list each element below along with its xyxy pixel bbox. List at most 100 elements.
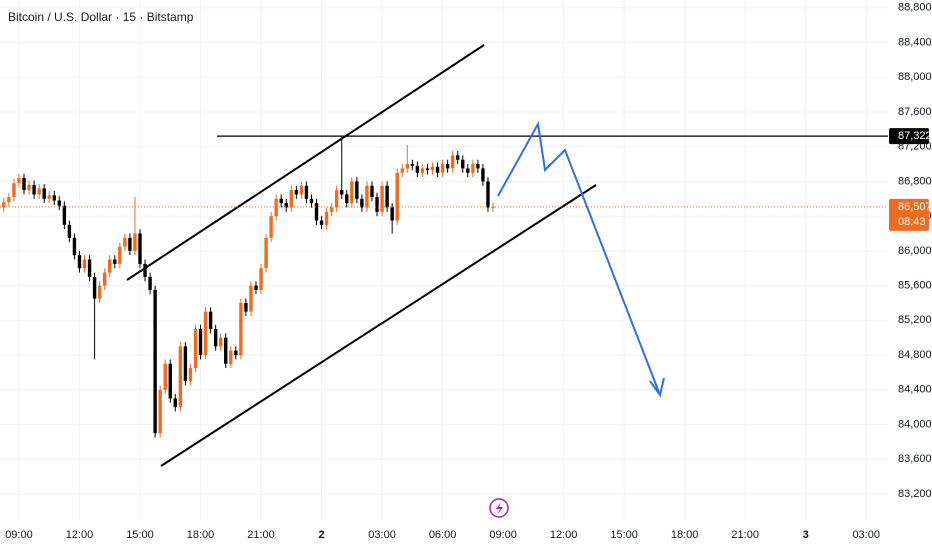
x-tick-label: 06:00: [429, 529, 457, 541]
candle-body: [52, 195, 56, 201]
candle-body: [92, 276, 97, 299]
candle-body: [143, 263, 147, 277]
candle-body: [27, 184, 31, 191]
candle-body: [390, 207, 394, 221]
candle-body: [491, 206, 495, 208]
candle-body: [213, 329, 218, 347]
candle-body: [345, 194, 349, 204]
candle-body: [37, 188, 41, 195]
candle-body: [113, 259, 117, 264]
candle-body: [450, 155, 455, 169]
candle-body: [385, 185, 389, 208]
candle-body: [314, 203, 319, 221]
candle-body: [47, 195, 51, 199]
candle-body: [123, 237, 127, 247]
candle-body: [108, 259, 112, 273]
x-tick-label: 09:00: [5, 529, 33, 541]
x-tick-label: 18:00: [671, 529, 699, 541]
candle-body: [456, 155, 460, 160]
x-tick-label: 21:00: [731, 529, 759, 541]
x-tick-label: 2: [318, 529, 324, 541]
x-tick-label: 09:00: [489, 529, 517, 541]
candle-body: [77, 255, 82, 269]
y-tick-label: 85,600: [898, 280, 932, 292]
candle-body: [208, 311, 213, 330]
candle-body: [7, 197, 11, 203]
candle-body: [22, 177, 26, 191]
candle-body: [259, 268, 263, 290]
y-tick-label: 88,000: [898, 71, 932, 83]
projection-arrow: [649, 377, 665, 398]
y-tick-label: 85,200: [898, 314, 932, 326]
candle-body: [319, 220, 324, 225]
candle-body: [87, 259, 92, 277]
candle-body: [2, 202, 6, 208]
price-axis: [888, 0, 932, 550]
candle-body: [340, 190, 344, 195]
time-axis: [0, 520, 932, 550]
candle-body: [365, 185, 369, 208]
candle-body: [42, 188, 46, 199]
candle-body: [234, 350, 238, 356]
candle-body: [289, 190, 293, 208]
candle-body: [153, 289, 157, 434]
candle-body: [405, 164, 409, 169]
y-tick-label: 84,400: [898, 384, 932, 396]
x-tick-label: 18:00: [187, 529, 215, 541]
channel-upper: [126, 44, 485, 281]
candle-body: [72, 237, 77, 256]
candle-body: [12, 183, 16, 198]
candle-body: [279, 198, 283, 204]
candle-body: [309, 198, 314, 204]
candle-body: [299, 185, 304, 195]
candle-body: [229, 350, 233, 364]
candle-body: [425, 168, 430, 171]
candle-body: [476, 164, 480, 169]
chart-title: Bitcoin / U.S. Dollar · 15 · Bitstamp: [8, 10, 194, 24]
y-tick-label: 83,600: [898, 453, 932, 465]
last-price-label: 86,507: [898, 201, 932, 213]
candle-body: [249, 285, 253, 312]
candle-body: [481, 168, 485, 182]
y-tick-label: 84,800: [898, 349, 932, 361]
level-marker: [889, 128, 929, 145]
candle-body: [138, 233, 142, 264]
candle-body: [148, 276, 152, 290]
y-tick-label: 83,200: [898, 488, 932, 500]
candle-body: [188, 368, 193, 382]
candle-body: [370, 185, 374, 198]
candle-body: [158, 389, 162, 434]
projection-path: [497, 120, 661, 396]
candle-body: [410, 164, 415, 166]
candle-body: [62, 205, 67, 225]
x-tick-label: 15:00: [610, 529, 638, 541]
y-tick-label: 88,400: [898, 36, 932, 48]
candle-body: [218, 337, 223, 347]
candle-body: [193, 329, 198, 369]
candle-body: [329, 207, 334, 212]
x-tick-label: 12:00: [66, 529, 94, 541]
candle-body: [118, 246, 122, 264]
candle-body: [400, 168, 404, 173]
countdown-label: 08:43: [898, 216, 926, 228]
candle-body: [183, 346, 188, 382]
candle-body: [334, 190, 339, 208]
candle-body: [445, 164, 450, 169]
y-tick-label: 87,600: [898, 106, 932, 118]
y-tick-label: 86,000: [898, 245, 932, 257]
candle-body: [254, 285, 258, 290]
candle-body: [415, 165, 420, 173]
candle-body: [486, 181, 490, 208]
candle-body: [203, 311, 208, 356]
candle-body: [360, 198, 364, 208]
candle-body: [239, 302, 243, 356]
y-tick-label: 84,000: [898, 418, 932, 430]
candle-body: [461, 159, 465, 169]
candle-body: [304, 185, 309, 199]
candle-body: [375, 197, 379, 212]
candle-body: [435, 166, 440, 173]
candle-body: [355, 181, 359, 199]
x-tick-label: 03:00: [852, 529, 880, 541]
